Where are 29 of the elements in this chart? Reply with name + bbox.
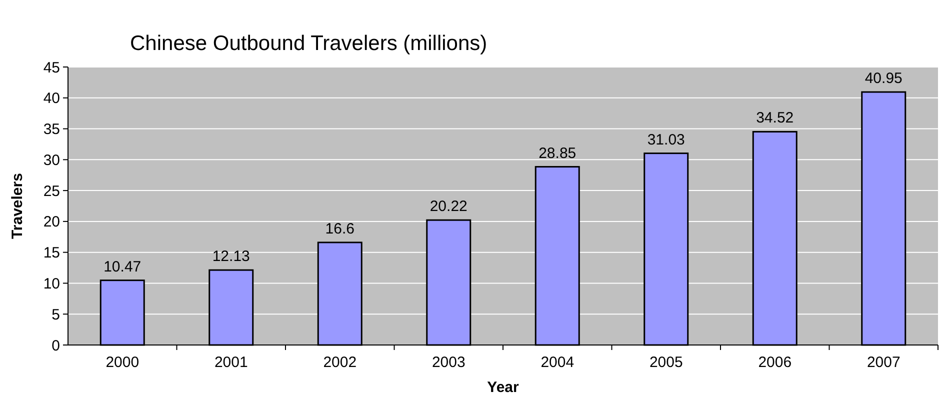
data-label: 12.13 xyxy=(212,248,250,266)
data-label: 31.03 xyxy=(647,131,685,148)
x-tick-label: 2004 xyxy=(540,354,574,371)
chart-title: Chinese Outbound Travelers (millions) xyxy=(130,32,488,55)
x-tick-label: 2002 xyxy=(323,354,357,371)
data-label: 20.22 xyxy=(430,198,468,216)
y-tick-label: 20 xyxy=(43,214,60,231)
x-axis-title: Year xyxy=(487,379,520,396)
y-axis-title: Travelers xyxy=(9,173,26,239)
x-tick-label: 2005 xyxy=(649,354,683,371)
data-label: 34.52 xyxy=(756,110,794,127)
y-tick-label: 45 xyxy=(43,59,60,76)
x-tick-label: 2000 xyxy=(106,354,140,371)
y-tick-label: 35 xyxy=(43,121,60,138)
data-label: 28.85 xyxy=(538,144,576,162)
y-tick-label: 0 xyxy=(52,337,60,354)
x-tick-label: 2003 xyxy=(432,354,466,371)
y-tick-label: 25 xyxy=(43,182,60,200)
data-label: 16.6 xyxy=(325,220,354,238)
y-tick-label: 40 xyxy=(43,90,60,108)
y-tick-label: 15 xyxy=(43,244,60,262)
y-tick-label: 5 xyxy=(52,306,60,324)
data-label: 40.95 xyxy=(864,70,902,88)
x-tick-label: 2007 xyxy=(866,354,900,371)
y-tick-label: 10 xyxy=(43,275,60,292)
x-tick-label: 2006 xyxy=(758,354,792,371)
x-tick-label: 2001 xyxy=(214,354,248,371)
data-label: 10.47 xyxy=(104,258,142,276)
y-tick-label: 30 xyxy=(43,152,60,169)
